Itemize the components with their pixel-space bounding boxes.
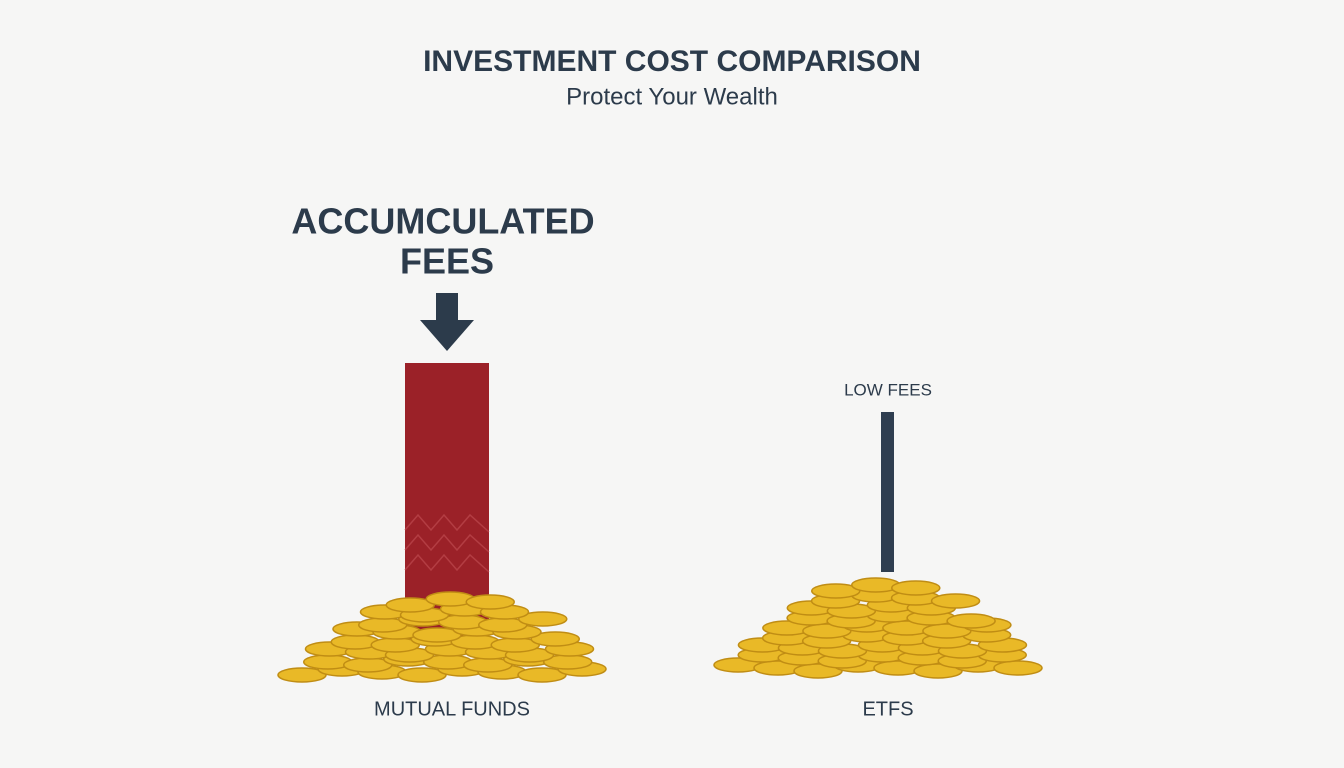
arrow (420, 293, 474, 351)
callout-line: ACCUMCULATED (291, 201, 594, 242)
title: INVESTMENT COST COMPARISON (423, 45, 921, 78)
bar-note: LOW FEES (844, 380, 932, 399)
fee-bar (881, 412, 894, 572)
coin (993, 660, 1043, 676)
coin (946, 613, 996, 629)
column-label: MUTUAL FUNDS (374, 698, 530, 720)
coin (517, 667, 567, 683)
coin (397, 667, 447, 683)
coin (930, 593, 981, 609)
subtitle: Protect Your Wealth (566, 83, 778, 110)
coin (891, 580, 941, 596)
coin (518, 611, 568, 627)
coin (412, 627, 462, 643)
bar-pattern (404, 513, 490, 573)
coin (530, 631, 580, 647)
coin (277, 667, 327, 683)
coin (385, 597, 435, 613)
coin (811, 583, 861, 599)
column-label: ETFS (862, 698, 913, 720)
coin (465, 594, 515, 610)
coin-piles (277, 577, 1043, 683)
callout-line: FEES (400, 241, 494, 282)
